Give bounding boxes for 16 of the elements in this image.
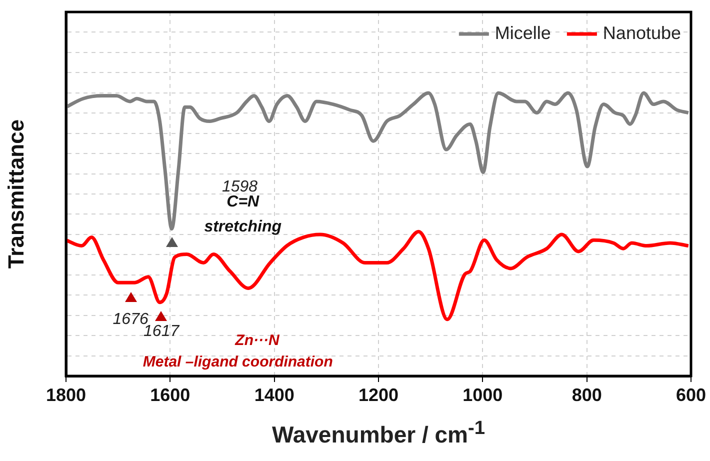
x-tick-label: 1400: [254, 384, 294, 405]
legend-label: Micelle: [494, 22, 551, 43]
annotation: Zn···N: [234, 332, 280, 350]
annotation: stretching: [204, 218, 282, 236]
x-tick-label: 1000: [462, 384, 503, 405]
x-tick-label: 600: [676, 384, 706, 405]
annotation: Metal –ligand coordination: [142, 353, 333, 370]
annotation: 1598: [222, 178, 258, 196]
legend-label: Nanotube: [602, 22, 682, 43]
x-tick-label: 800: [572, 384, 602, 405]
annotation: C=N: [226, 193, 260, 210]
x-tick-label: 1600: [150, 384, 190, 405]
x-tick-label: 1200: [358, 384, 399, 405]
x-tick-label: 1800: [46, 384, 86, 405]
x-axis-title: Wavenumber / cm$^{-1}$: [270, 418, 486, 449]
y-axis-title: Transmittance: [3, 119, 28, 269]
